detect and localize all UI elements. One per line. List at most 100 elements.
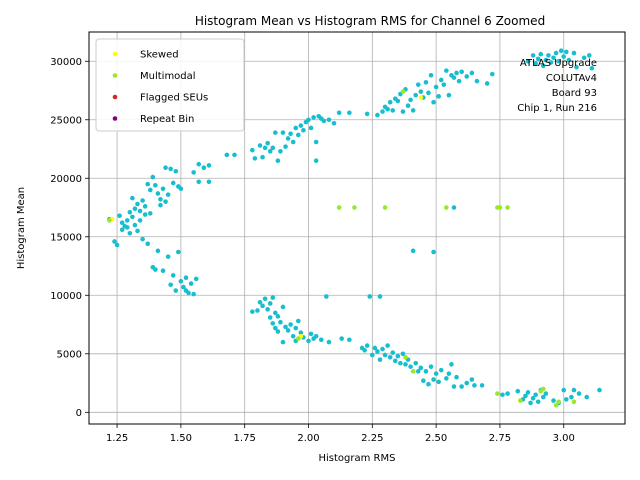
data-point	[142, 212, 148, 217]
data-point-multimodal	[444, 205, 449, 210]
data-point	[535, 56, 541, 62]
x-tick-label: 1.50	[170, 433, 192, 444]
data-point	[576, 391, 582, 396]
data-point	[137, 208, 143, 214]
data-point	[387, 355, 393, 360]
data-point	[566, 57, 572, 63]
data-point	[255, 308, 260, 313]
data-point	[150, 174, 156, 180]
data-point	[543, 57, 549, 63]
data-point	[163, 199, 168, 204]
data-point	[433, 84, 439, 90]
data-point	[405, 103, 411, 109]
legend-marker	[112, 94, 118, 100]
data-point	[474, 78, 480, 84]
data-point	[446, 371, 452, 376]
data-point	[528, 400, 533, 406]
data-point	[543, 391, 549, 396]
data-point	[505, 391, 510, 396]
data-point	[525, 58, 531, 64]
data-point	[290, 333, 296, 339]
data-point	[196, 179, 202, 185]
data-point	[145, 241, 151, 247]
data-point	[127, 209, 133, 215]
data-point	[280, 130, 286, 135]
data-point	[431, 99, 436, 105]
data-point	[114, 242, 120, 248]
data-point-multimodal	[518, 398, 523, 403]
x-tick-label: 1.75	[234, 433, 256, 444]
data-point	[370, 352, 375, 358]
data-point	[273, 130, 278, 135]
data-point	[270, 321, 276, 326]
data-point	[140, 236, 145, 242]
data-point	[127, 230, 133, 236]
data-point	[415, 369, 421, 374]
y-tick-label: 5000	[57, 349, 82, 360]
annotation-line: COLUTAv4	[546, 73, 597, 84]
data-point	[132, 222, 138, 228]
data-point	[392, 358, 398, 364]
data-point	[135, 201, 140, 207]
data-point	[403, 362, 408, 367]
data-point-multimodal	[505, 205, 510, 210]
data-point	[301, 127, 306, 133]
data-point	[252, 156, 258, 161]
data-point	[426, 381, 431, 387]
data-point	[288, 322, 293, 327]
data-point	[500, 392, 505, 398]
data-point	[283, 144, 288, 149]
data-point	[530, 395, 536, 401]
annotation-line: Board 93	[552, 88, 597, 99]
data-point	[431, 377, 436, 382]
data-point	[413, 92, 419, 98]
data-point	[395, 98, 401, 104]
data-point	[395, 353, 401, 359]
data-point	[306, 338, 311, 344]
data-point	[147, 187, 153, 193]
data-point	[451, 75, 457, 80]
data-point	[571, 50, 577, 56]
data-point	[140, 198, 145, 203]
annotation-line: Chip 1, Run 216	[517, 103, 597, 114]
data-point	[206, 163, 212, 168]
data-point	[155, 248, 161, 254]
data-point	[147, 211, 153, 216]
data-point	[142, 204, 148, 209]
data-point-multimodal	[107, 218, 112, 223]
data-point-multimodal	[497, 205, 503, 210]
data-point	[160, 186, 166, 192]
data-point	[548, 60, 554, 65]
data-point-multimodal	[571, 399, 577, 405]
data-point	[571, 387, 577, 393]
y-tick-label: 0	[76, 408, 82, 419]
chart-annotation: ATLAS Upgrade COLUTAv4 Board 93 Chip 1, Run…	[517, 58, 597, 114]
grid-lines	[89, 32, 625, 424]
data-point	[469, 377, 475, 382]
data-point	[278, 319, 283, 325]
data-point	[193, 276, 199, 282]
data-point	[293, 325, 299, 331]
data-point	[563, 397, 569, 402]
legend-marker	[112, 116, 118, 121]
data-point	[472, 383, 477, 388]
data-point	[288, 131, 293, 137]
data-point	[556, 58, 561, 64]
data-point	[308, 125, 314, 131]
y-tick-label: 20000	[50, 174, 82, 185]
x-tick-label: 2.25	[361, 433, 383, 444]
data-point	[260, 154, 265, 160]
data-point	[530, 53, 536, 58]
data-point	[285, 136, 291, 141]
data-point	[400, 351, 406, 357]
legend-entry: Flagged SEUs	[140, 93, 208, 104]
data-point	[436, 379, 441, 385]
data-point	[459, 69, 464, 75]
data-point	[267, 301, 273, 306]
data-point	[515, 388, 521, 394]
data-point	[418, 89, 424, 94]
data-point	[551, 55, 556, 61]
data-point	[270, 295, 276, 300]
data-point	[298, 330, 304, 336]
